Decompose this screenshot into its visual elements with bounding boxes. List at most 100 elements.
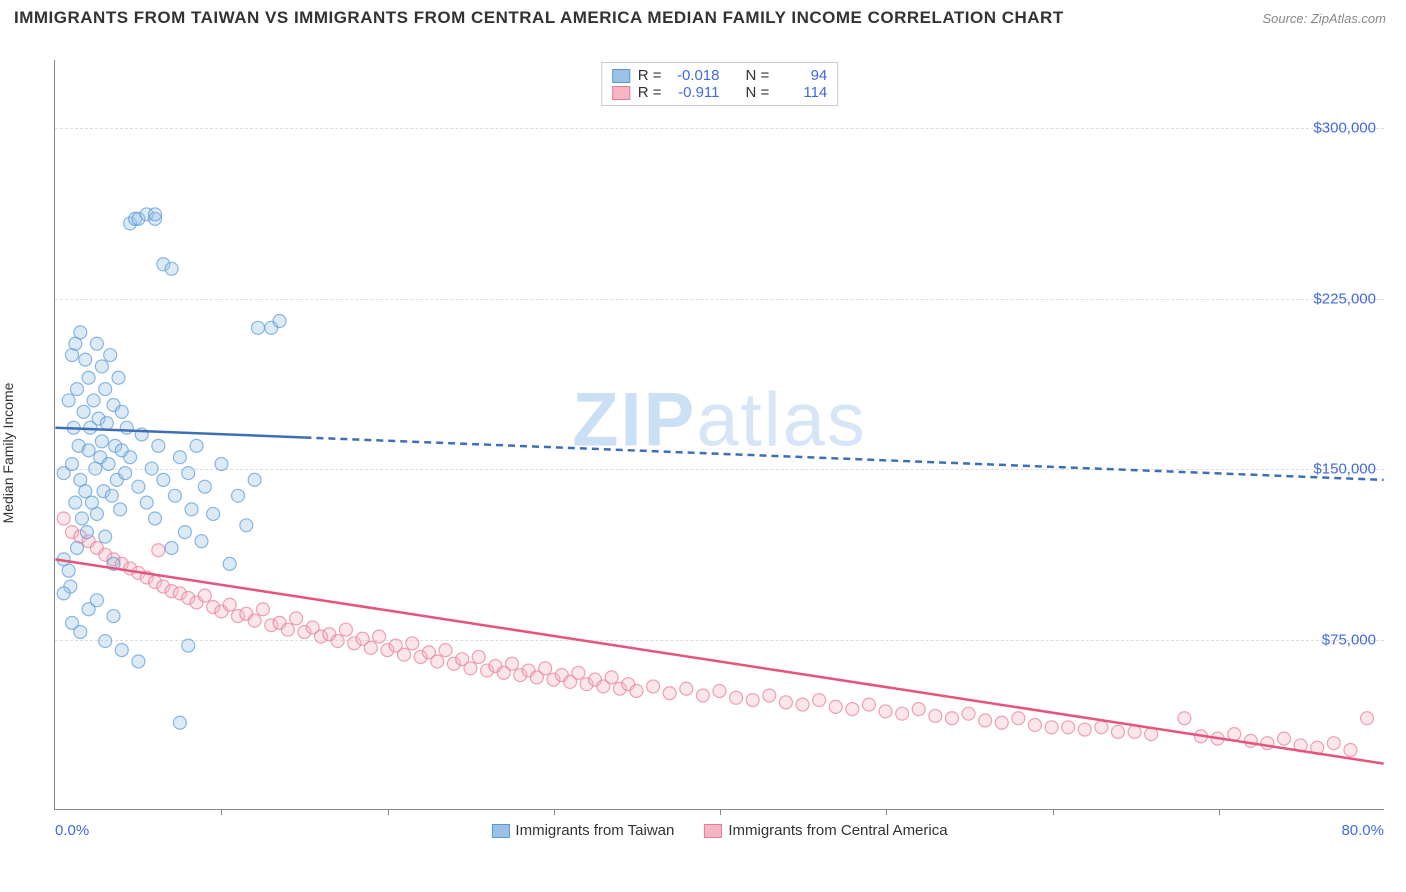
data-point: [945, 712, 958, 725]
data-point: [1078, 723, 1091, 736]
stats-row-central-america: R = -0.911 N = 114: [612, 84, 828, 101]
data-point: [198, 480, 211, 493]
data-point: [995, 716, 1008, 729]
chart-header: IMMIGRANTS FROM TAIWAN VS IMMIGRANTS FRO…: [0, 0, 1406, 32]
data-point: [178, 526, 191, 539]
scatter-svg: [55, 60, 1384, 809]
data-point: [182, 639, 195, 652]
data-point: [813, 694, 826, 707]
data-point: [157, 473, 170, 486]
data-point: [1244, 734, 1257, 747]
data-point: [248, 614, 261, 627]
data-point: [182, 467, 195, 480]
n-label: N =: [746, 84, 770, 101]
data-point: [256, 603, 269, 616]
data-point: [105, 489, 118, 502]
data-point: [896, 707, 909, 720]
data-point: [124, 451, 137, 464]
data-point: [79, 485, 92, 498]
n-label: N =: [746, 67, 770, 84]
data-point: [69, 496, 82, 509]
data-point: [115, 405, 128, 418]
data-point: [331, 635, 344, 648]
data-point: [99, 530, 112, 543]
data-point: [472, 650, 485, 663]
data-point: [95, 360, 108, 373]
data-point: [57, 512, 70, 525]
data-point: [198, 589, 211, 602]
source-attribution: Source: ZipAtlas.com: [1262, 11, 1386, 26]
data-point: [398, 648, 411, 661]
data-point: [152, 439, 165, 452]
data-point: [862, 698, 875, 711]
data-point: [99, 383, 112, 396]
data-point: [539, 662, 552, 675]
data-point: [173, 716, 186, 729]
data-point: [572, 666, 585, 679]
data-point: [439, 644, 452, 657]
data-point: [107, 610, 120, 623]
x-tick-mark: [388, 809, 389, 815]
data-point: [112, 371, 125, 384]
data-point: [62, 564, 75, 577]
data-point: [140, 496, 153, 509]
data-point: [82, 371, 95, 384]
data-point: [82, 444, 95, 457]
data-point: [1178, 712, 1191, 725]
swatch-central-america-icon: [704, 824, 722, 838]
data-point: [1095, 721, 1108, 734]
data-point: [152, 544, 165, 557]
legend-label-central-america: Immigrants from Central America: [728, 822, 947, 839]
data-point: [1261, 737, 1274, 750]
data-point: [185, 503, 198, 516]
data-point: [145, 462, 158, 475]
data-point: [1327, 737, 1340, 750]
data-point: [102, 458, 115, 471]
data-point: [79, 353, 92, 366]
x-tick-mark: [1219, 809, 1220, 815]
data-point: [120, 421, 133, 434]
data-point: [746, 694, 759, 707]
data-point: [149, 512, 162, 525]
data-point: [605, 671, 618, 684]
data-point: [339, 623, 352, 636]
data-point: [90, 507, 103, 520]
data-point: [730, 691, 743, 704]
data-point: [104, 349, 117, 362]
data-point: [173, 451, 186, 464]
data-point: [364, 641, 377, 654]
data-point: [962, 707, 975, 720]
legend-label-taiwan: Immigrants from Taiwan: [515, 822, 674, 839]
data-point: [99, 635, 112, 648]
central-america-r-value: -0.911: [670, 84, 720, 101]
swatch-taiwan-icon: [612, 69, 630, 83]
data-point: [630, 684, 643, 697]
data-point: [115, 644, 128, 657]
source-name: ZipAtlas.com: [1311, 11, 1386, 26]
data-point: [119, 467, 132, 480]
data-point: [505, 657, 518, 670]
r-label: R =: [638, 67, 662, 84]
data-point: [1228, 728, 1241, 741]
data-point: [57, 587, 70, 600]
data-point: [779, 696, 792, 709]
data-point: [406, 637, 419, 650]
swatch-taiwan-icon: [491, 824, 509, 838]
data-point: [77, 405, 90, 418]
data-point: [70, 383, 83, 396]
data-point: [929, 709, 942, 722]
data-point: [149, 208, 162, 221]
data-point: [1012, 712, 1025, 725]
data-point: [663, 687, 676, 700]
data-point: [62, 394, 75, 407]
data-point: [829, 700, 842, 713]
data-point: [240, 519, 253, 532]
data-point: [1361, 712, 1374, 725]
central-america-n-value: 114: [777, 84, 827, 101]
stats-legend-box: R = -0.018 N = 94 R = -0.911 N = 114: [601, 62, 839, 106]
data-point: [763, 689, 776, 702]
data-point: [796, 698, 809, 711]
data-point: [373, 630, 386, 643]
series-legend: Immigrants from Taiwan Immigrants from C…: [491, 822, 947, 839]
data-point: [979, 714, 992, 727]
